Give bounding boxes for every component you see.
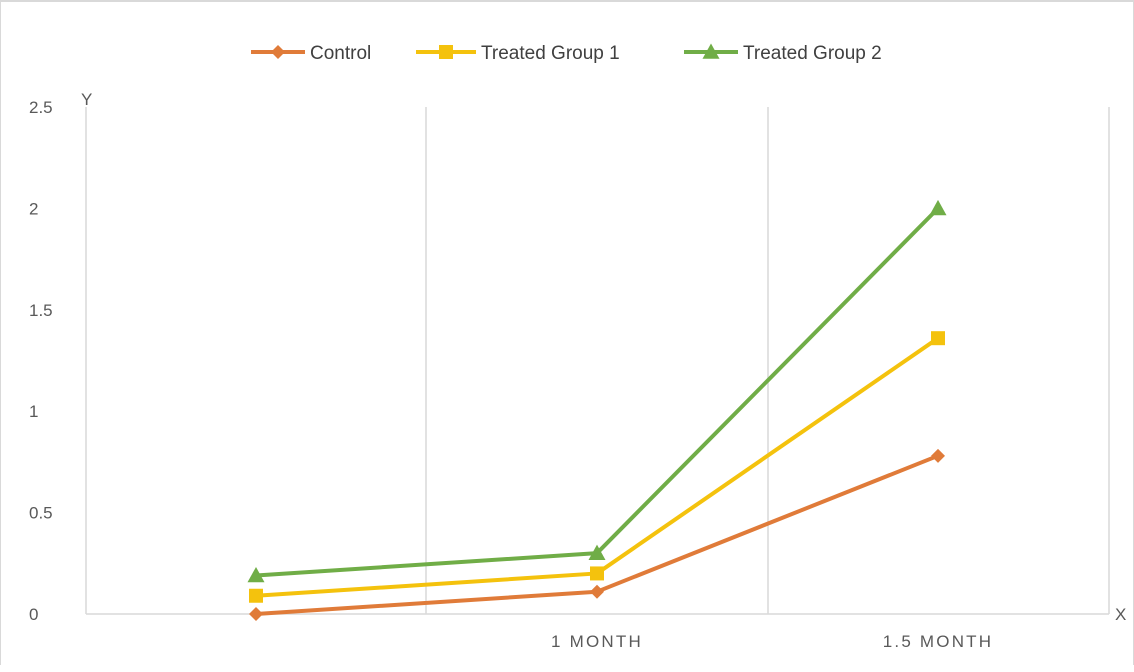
legend-item: Treated Group 1 <box>416 43 620 64</box>
x-tick-label: 1 MONTH <box>551 632 643 651</box>
legend-marker <box>439 45 453 59</box>
legend-item: Treated Group 2 <box>684 43 882 64</box>
legend-item: Control <box>251 43 371 64</box>
legend-marker <box>702 43 720 59</box>
x-axis-title: X <box>1115 605 1126 624</box>
series-layer <box>247 199 947 621</box>
y-tick-label: 2 <box>29 199 38 218</box>
series-line <box>254 206 940 578</box>
data-point <box>590 566 604 581</box>
y-axis-title: Y <box>81 90 92 109</box>
legend-label: Treated Group 1 <box>481 43 620 64</box>
data-point <box>590 584 604 599</box>
data-point <box>249 607 263 621</box>
data-point <box>931 448 945 463</box>
y-tick-label: 0 <box>29 605 38 624</box>
series-treated-group-1 <box>249 331 945 603</box>
legend-label: Treated Group 2 <box>743 43 882 64</box>
series-control <box>249 448 945 621</box>
legend-marker <box>271 45 285 59</box>
data-point <box>931 331 945 346</box>
legend-label: Control <box>310 43 371 64</box>
y-tick-label: 0.5 <box>29 504 53 523</box>
data-point <box>588 544 606 560</box>
legend: Control Treated Group 1 Treated Group 2 <box>251 43 882 64</box>
data-point <box>929 199 947 216</box>
y-tick-label: 1 <box>29 402 38 421</box>
data-point <box>249 588 263 603</box>
series-treated-group-2 <box>247 199 947 583</box>
x-tick-label: 1.5 MONTH <box>883 632 993 651</box>
y-tick-label: 1.5 <box>29 301 53 320</box>
axis-layer: Y X 0 0.5 1 1.5 2 2.5 1 MONTH 1.5 MONTH <box>29 90 1126 651</box>
grid-layer <box>85 107 1110 615</box>
data-point <box>247 566 265 583</box>
y-tick-label: 2.5 <box>29 98 53 117</box>
